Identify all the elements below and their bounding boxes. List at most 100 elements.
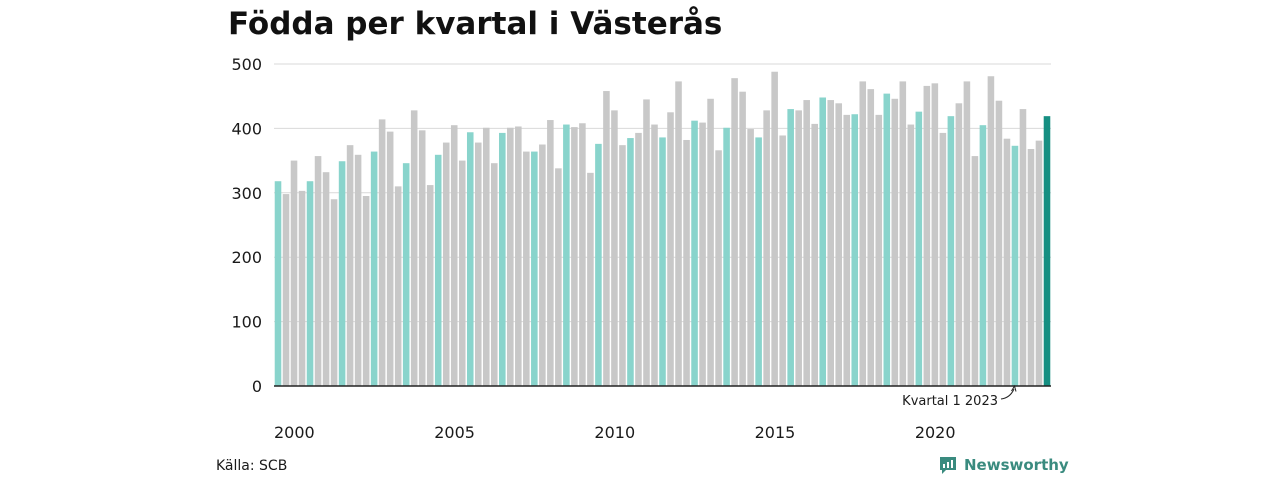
bar (362, 196, 370, 386)
bar (1019, 109, 1027, 386)
bar (923, 85, 931, 387)
bar (394, 186, 402, 386)
bar (683, 139, 690, 386)
bar (939, 132, 947, 386)
bar (651, 124, 658, 386)
chart-title: Födda per kvartal i Västerås (228, 6, 723, 42)
bar (859, 81, 867, 386)
bar (659, 137, 666, 386)
bar (707, 98, 714, 386)
bar (691, 120, 698, 387)
bar (915, 111, 923, 386)
brand-logo: Newsworthy (938, 455, 1069, 475)
bar (482, 127, 490, 386)
bar (963, 81, 971, 386)
bar (410, 110, 418, 387)
bar (747, 129, 754, 387)
annotation-arrow (1000, 388, 1015, 400)
bar (635, 132, 642, 386)
bar (290, 160, 298, 386)
bar (627, 138, 634, 386)
bar (795, 110, 802, 387)
bar (1035, 140, 1043, 386)
bar (643, 99, 650, 387)
bar (931, 83, 939, 386)
bar (619, 145, 626, 386)
bar (507, 127, 514, 386)
bar (843, 114, 851, 386)
bar (426, 185, 434, 386)
bar (867, 89, 875, 387)
bar (907, 124, 915, 386)
bar (611, 110, 618, 387)
bar (947, 116, 955, 386)
bar (891, 98, 899, 386)
bar (386, 131, 394, 386)
x-tick-label: 2015 (755, 423, 796, 442)
bar (491, 163, 498, 386)
bar (274, 181, 282, 386)
bar (715, 150, 722, 386)
bar (450, 125, 458, 387)
brand-name: Newsworthy (964, 456, 1069, 474)
bar (378, 119, 386, 386)
bar (466, 132, 474, 386)
bar (370, 151, 378, 386)
bar (835, 103, 843, 386)
bar (539, 144, 546, 386)
bar (418, 130, 426, 386)
bar (547, 120, 554, 386)
y-tick-label: 200 (231, 248, 262, 267)
bar (771, 71, 778, 386)
bar (763, 110, 770, 387)
bar (755, 137, 762, 386)
bar (523, 151, 530, 386)
bar (499, 132, 506, 386)
bar (699, 122, 706, 386)
x-tick-label: 2000 (274, 423, 315, 442)
bar (322, 172, 330, 386)
y-tick-label: 300 (231, 184, 262, 203)
bar (298, 190, 306, 386)
bar (803, 100, 810, 386)
bar-latest (1043, 116, 1051, 386)
y-axis-ticks: 0 100 200 300 400 500 (231, 55, 262, 396)
x-tick-label: 2020 (915, 423, 956, 442)
annotation-arrowhead (1011, 384, 1017, 392)
x-tick-label: 2010 (594, 423, 635, 442)
bar (282, 194, 290, 386)
bar (779, 135, 786, 386)
bar (883, 93, 891, 387)
bar (1011, 145, 1019, 386)
bar (979, 125, 987, 387)
bar (458, 160, 466, 386)
bar (987, 76, 995, 387)
y-tick-label: 400 (231, 119, 262, 138)
bar (579, 123, 586, 386)
bar (515, 126, 522, 386)
bars (274, 71, 1051, 387)
bar (402, 163, 410, 386)
bar (827, 100, 834, 386)
bar (474, 142, 482, 386)
bar (442, 142, 450, 386)
bar (314, 156, 322, 386)
bar (731, 78, 738, 387)
x-axis-ticks: 2000 2005 2010 2015 2020 (274, 423, 956, 442)
bar (531, 151, 538, 386)
bar (346, 145, 354, 386)
bar (667, 112, 674, 387)
source-note: Källa: SCB (216, 458, 288, 474)
bar (330, 199, 338, 386)
bar (851, 114, 859, 386)
bar (434, 154, 442, 386)
bar (595, 143, 602, 386)
bar (1027, 149, 1035, 386)
bar (587, 172, 594, 386)
x-tick-label: 2005 (434, 423, 475, 442)
latest-quarter-annotation: Kvartal 1 2023 (902, 384, 1017, 409)
bar (819, 97, 826, 387)
bar (354, 154, 362, 386)
bar (739, 91, 746, 386)
